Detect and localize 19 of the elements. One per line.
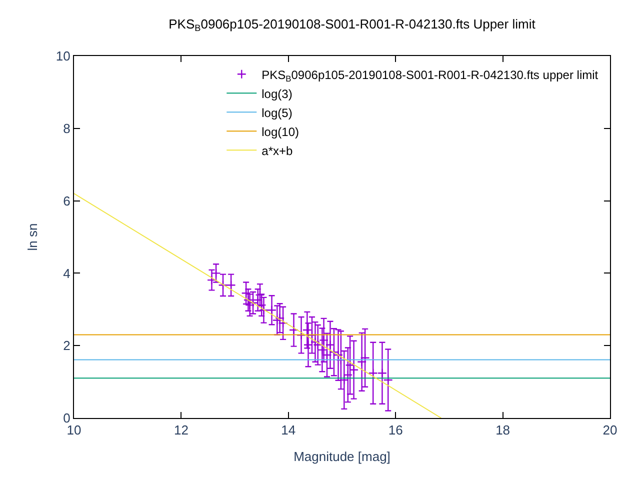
y-tick-label: 6 [63,193,70,208]
x-tick-label: 20 [602,422,618,438]
y-tick-label: 0 [63,410,70,426]
x-tick-label: 14 [281,422,296,438]
y-tick-label: 10 [56,48,70,64]
y-tick-label: 8 [63,120,70,136]
x-tick-label: 18 [496,422,510,438]
x-tick-label: 16 [388,422,403,438]
y-tick-label: 4 [63,266,70,281]
x-axis-title: Magnitude [mag] [294,449,390,464]
y-axis-title: ln sn [24,223,40,251]
chart-title: PKS$_{B}$0906p105-20190108-S001-R001-R-042130.fts Upper limit [168,16,536,34]
legend-label: log(5) [262,106,292,120]
x-tick-label: 12 [174,422,188,438]
legend-label: log(10) [262,124,299,139]
legend-label: log(3) [262,86,292,101]
legend-label: a*x+b [262,144,293,158]
legend-label: PKS$_{B}$0906p105-20190108-S001-R001-R-042130.fts upper limit [262,68,599,84]
y-tick-label: 2 [63,338,70,354]
